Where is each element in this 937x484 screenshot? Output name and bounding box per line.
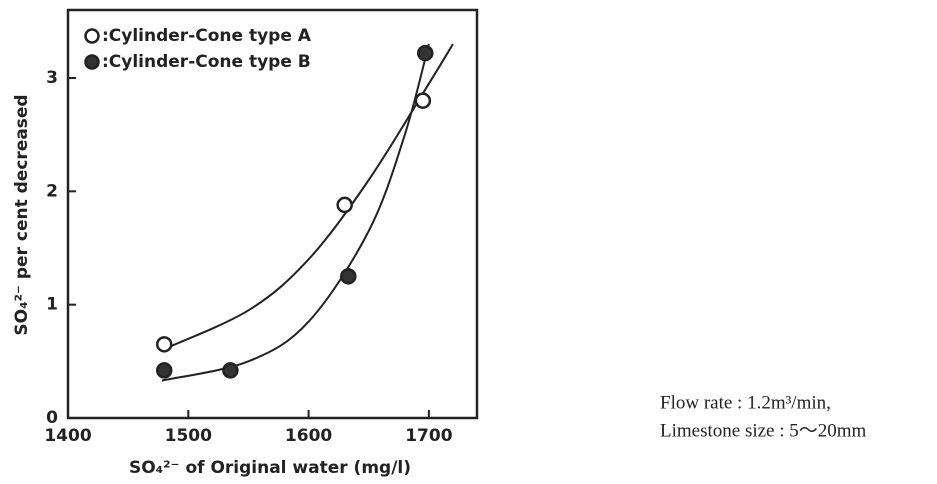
data-point — [414, 92, 432, 109]
y-tick-label: 3 — [46, 68, 58, 88]
y-tick-label: 2 — [46, 181, 58, 201]
annotation: Limestone size : 5～20mm — [660, 420, 867, 441]
legend-marker — [84, 28, 100, 44]
data-point — [417, 44, 434, 62]
data-point — [155, 362, 173, 379]
data-point — [222, 362, 239, 379]
annotation: Flow rate : 1.2m³/min, — [660, 392, 831, 413]
legend-label: :Cylinder-Cone type A — [102, 26, 312, 46]
y-axis-label: SO₄²⁻ per cent decreased — [12, 94, 32, 335]
x-tick-label: 1600 — [285, 426, 332, 446]
data-point — [336, 196, 353, 214]
data-point — [340, 268, 357, 285]
legend-marker — [84, 54, 100, 70]
fit-curve — [161, 43, 430, 382]
plot-frame — [66, 8, 479, 420]
y-tick-label: 1 — [46, 295, 58, 315]
x-axis-label: SO₄²⁻ of Original water (mg/l) — [129, 458, 411, 478]
y-tick-label: 0 — [46, 408, 58, 428]
data-point — [155, 336, 173, 353]
legend-label: :Cylinder-Cone type B — [102, 52, 311, 72]
x-tick-label: 1400 — [44, 426, 91, 446]
x-tick-label: 1700 — [405, 426, 452, 446]
fit-curve — [161, 43, 454, 351]
x-tick-label: 1500 — [165, 426, 212, 446]
